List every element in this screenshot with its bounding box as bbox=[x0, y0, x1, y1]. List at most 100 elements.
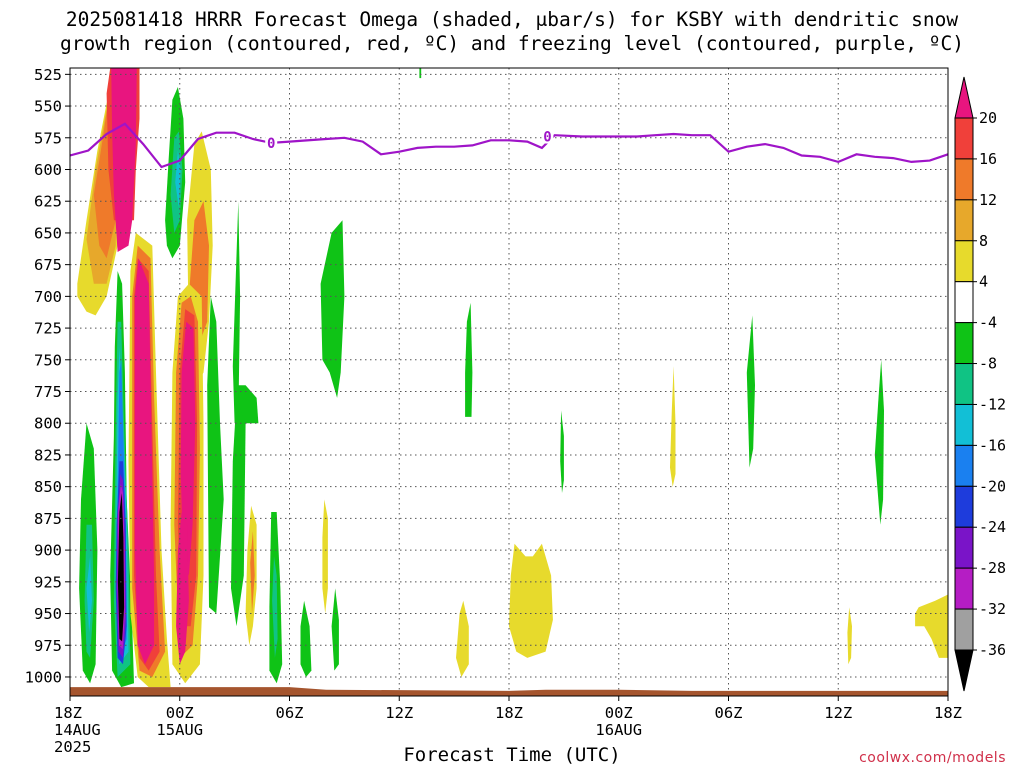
omega-negative-green-topnub bbox=[419, 68, 422, 79]
omega-positive-yellow-h33 bbox=[670, 366, 676, 487]
title-line-1: 2025081418 HRRR Forecast Omega (shaded, … bbox=[65, 8, 959, 31]
y-axis: 525 550 575 600 625 650 675 700 725 750 775 800 825 8… bbox=[25, 66, 70, 686]
colorbar-label: 20 bbox=[979, 109, 997, 127]
omega-positive-yellow-col8 bbox=[322, 499, 328, 614]
terrain-band bbox=[70, 687, 948, 696]
grid-lines bbox=[70, 68, 948, 696]
omega-positive-yellow-h22 bbox=[456, 600, 469, 677]
freezing-level-line bbox=[70, 122, 948, 169]
omega-negative-green-col4b bbox=[231, 397, 246, 627]
x-tick-label: 18Z bbox=[495, 704, 523, 722]
colorbar-max-arrow bbox=[954, 76, 974, 119]
x-tick-label: 16AUG bbox=[595, 721, 642, 739]
colorbar-label: 8 bbox=[979, 232, 988, 250]
omega-positive-pink-lower bbox=[134, 258, 155, 665]
credit-text: coolwx.com/models bbox=[859, 750, 1006, 766]
y-tick-label: 800 bbox=[34, 415, 62, 433]
x-tick-label: 2025 bbox=[54, 738, 91, 756]
colorbar-label: -32 bbox=[979, 600, 1006, 618]
colorbar-label: -12 bbox=[979, 395, 1006, 413]
colorbar-box bbox=[954, 240, 974, 283]
colorbar-box bbox=[954, 444, 974, 487]
colorbar-box bbox=[954, 485, 974, 528]
colorbar-label: -24 bbox=[979, 518, 1006, 536]
colorbar-box bbox=[954, 403, 974, 446]
colorbar-box bbox=[954, 117, 974, 160]
omega-positive-yellow-h42 bbox=[847, 607, 852, 665]
x-tick-label: 12Z bbox=[824, 704, 852, 722]
colorbar-label: -20 bbox=[979, 477, 1006, 495]
y-tick-label: 875 bbox=[34, 510, 62, 528]
x-tick-label: 14AUG bbox=[54, 721, 101, 739]
freezing-level-label: 0 bbox=[267, 136, 275, 152]
y-tick-label: 650 bbox=[34, 224, 62, 242]
omega-negative-green-col4 bbox=[238, 385, 259, 424]
omega-negative-green-h44 bbox=[874, 359, 884, 525]
y-tick-label: 600 bbox=[34, 161, 62, 179]
freezing-label-bg bbox=[265, 135, 278, 150]
omega-negative-green-col10 bbox=[320, 220, 345, 398]
x-tick-label: 15AUG bbox=[156, 721, 203, 739]
colorbar-box bbox=[954, 281, 974, 324]
freezing-label-bg bbox=[541, 129, 554, 144]
y-tick-label: 550 bbox=[34, 98, 62, 116]
colorbar-min-arrow bbox=[954, 649, 974, 692]
x-tick-label: 18Z bbox=[934, 704, 962, 722]
colorbar-label: -28 bbox=[979, 559, 1006, 577]
omega-negative-green-thin bbox=[232, 201, 241, 424]
omega-negative-green-col7 bbox=[300, 600, 312, 677]
colorbar-label: -16 bbox=[979, 436, 1006, 454]
colorbar-box bbox=[954, 158, 974, 201]
colorbar-box bbox=[954, 199, 974, 242]
colorbar-box bbox=[954, 567, 974, 610]
colorbar-box bbox=[954, 363, 974, 405]
colorbar-box bbox=[954, 608, 974, 651]
omega-positive-pink-col2 bbox=[180, 321, 196, 576]
colorbar-label: 16 bbox=[979, 150, 997, 168]
colorbar-label: 12 bbox=[979, 191, 997, 209]
x-tick-label: 00Z bbox=[605, 704, 633, 722]
omega-negative-green-h22 bbox=[465, 302, 473, 417]
omega-negative-green-col9 bbox=[331, 588, 339, 671]
omega-positive-orange-col5 bbox=[250, 531, 255, 614]
y-tick-label: 725 bbox=[34, 320, 62, 338]
y-tick-label: 950 bbox=[34, 605, 62, 623]
y-tick-label: 850 bbox=[34, 478, 62, 496]
omega-shading bbox=[77, 68, 948, 688]
x-tick-label: 12Z bbox=[385, 704, 413, 722]
y-tick-label: 825 bbox=[34, 446, 62, 464]
x-tick-label: 00Z bbox=[166, 704, 194, 722]
omega-negative-black-core bbox=[117, 493, 125, 642]
y-tick-label: 750 bbox=[34, 351, 62, 369]
y-tick-label: 925 bbox=[34, 573, 62, 591]
colorbar-label: -36 bbox=[979, 641, 1006, 659]
x-tick-label: 18Z bbox=[54, 704, 82, 722]
y-tick-label: 1000 bbox=[25, 668, 62, 686]
title-line-2: growth region (contoured, red, ºC) and f… bbox=[60, 32, 964, 55]
y-tick-label: 675 bbox=[34, 256, 62, 274]
x-tick-label: 06Z bbox=[276, 704, 304, 722]
y-tick-label: 525 bbox=[34, 66, 62, 84]
y-tick-label: 700 bbox=[34, 288, 62, 306]
y-tick-label: 975 bbox=[34, 637, 62, 655]
omega-negative-green-h27 bbox=[560, 410, 564, 493]
y-tick-label: 900 bbox=[34, 542, 62, 560]
colorbar-box bbox=[954, 526, 974, 569]
omega-positive-pink-upper bbox=[111, 68, 137, 252]
colorbar-label: -4 bbox=[979, 314, 997, 332]
x-tick-label: 06Z bbox=[715, 704, 743, 722]
freezing-level-label: 0 bbox=[543, 130, 551, 146]
omega-positive-yellow-h24 bbox=[509, 543, 553, 658]
omega-positive-yellow-h47 bbox=[915, 594, 948, 658]
x-axis-label: Forecast Time (UTC) bbox=[403, 744, 621, 766]
colorbar-label: -8 bbox=[979, 355, 997, 373]
y-tick-label: 575 bbox=[34, 129, 62, 147]
y-tick-label: 625 bbox=[34, 193, 62, 211]
chart-title: 2025081418 HRRR Forecast Omega (shaded, … bbox=[0, 8, 1024, 56]
colorbar-box bbox=[954, 322, 974, 365]
y-tick-label: 775 bbox=[34, 383, 62, 401]
colorbar: 20 16 12 8 4 -4 -8 -12 -16 -20 -24 -28 -32 -36 bbox=[954, 76, 1006, 692]
